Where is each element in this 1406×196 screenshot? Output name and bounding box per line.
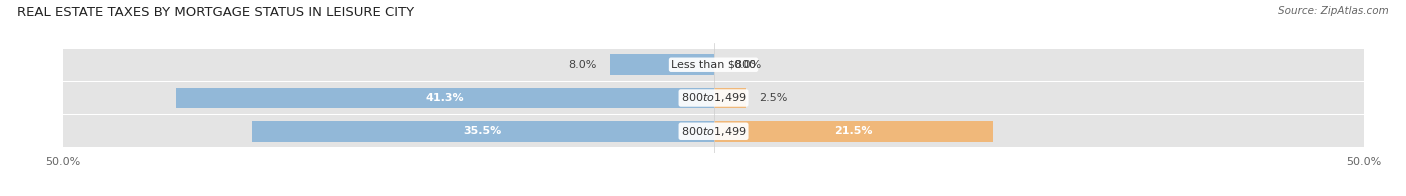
Bar <box>63 115 1364 147</box>
Bar <box>63 82 1364 114</box>
Text: 41.3%: 41.3% <box>426 93 464 103</box>
Bar <box>176 88 713 108</box>
Bar <box>63 49 1364 81</box>
Text: $800 to $1,499: $800 to $1,499 <box>681 92 747 104</box>
Bar <box>713 121 993 142</box>
Text: Source: ZipAtlas.com: Source: ZipAtlas.com <box>1278 6 1389 16</box>
Text: 0.0%: 0.0% <box>733 60 761 70</box>
Bar <box>610 54 713 75</box>
Text: Less than $800: Less than $800 <box>671 60 756 70</box>
Text: 8.0%: 8.0% <box>568 60 596 70</box>
Bar <box>252 121 713 142</box>
Text: 35.5%: 35.5% <box>464 126 502 136</box>
Text: REAL ESTATE TAXES BY MORTGAGE STATUS IN LEISURE CITY: REAL ESTATE TAXES BY MORTGAGE STATUS IN … <box>17 6 413 19</box>
Bar <box>713 88 747 108</box>
Text: $800 to $1,499: $800 to $1,499 <box>681 125 747 138</box>
Text: 21.5%: 21.5% <box>834 126 873 136</box>
Text: 2.5%: 2.5% <box>759 93 787 103</box>
